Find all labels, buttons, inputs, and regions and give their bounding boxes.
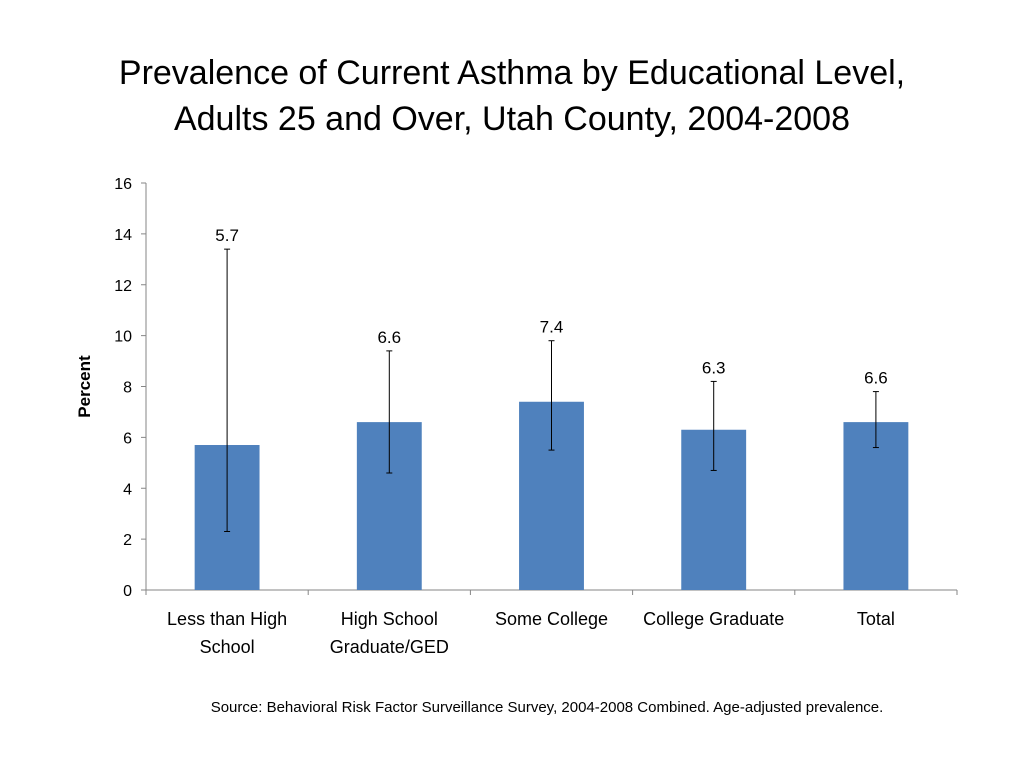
x-category-label: Less than High (167, 609, 287, 629)
y-tick-label: 16 (114, 176, 132, 193)
source-note: Source: Behavioral Risk Factor Surveilla… (210, 699, 884, 716)
chart-title-line-1: Prevalence of Current Asthma by Educatio… (118, 54, 906, 92)
y-tick-label: 6 (123, 430, 132, 447)
data-label: 7.4 (540, 318, 564, 337)
y-tick-label: 0 (123, 583, 132, 600)
bar (843, 422, 909, 590)
y-tick-label: 2 (123, 532, 132, 549)
x-category-label: Total (857, 609, 895, 629)
x-category-label: College Graduate (643, 609, 784, 629)
y-axis-title: Percent (75, 355, 94, 418)
x-category-label: School (200, 637, 255, 657)
chart-title-line-2: Adults 25 and Over, Utah County, 2004-20… (173, 100, 851, 138)
data-label: 6.6 (377, 328, 401, 347)
y-tick-label: 8 (123, 380, 132, 397)
y-tick-label: 4 (123, 481, 132, 498)
data-label: 6.3 (702, 358, 726, 377)
x-category-label: Graduate/GED (330, 637, 449, 657)
data-label: 6.6 (864, 369, 888, 388)
y-tick-label: 14 (114, 227, 132, 244)
chart-title: Prevalence of Current Asthma by Educatio… (0, 50, 1024, 142)
x-category-label: High School (341, 609, 438, 629)
y-tick-label: 10 (114, 329, 132, 346)
data-label: 5.7 (215, 226, 239, 245)
bar-chart: 0 2 4 6 8 10 12 14 16 Percent 5.7 Less than High Sch… (75, 176, 958, 657)
y-tick-label: 12 (114, 278, 132, 295)
x-category-label: Some College (495, 609, 608, 629)
